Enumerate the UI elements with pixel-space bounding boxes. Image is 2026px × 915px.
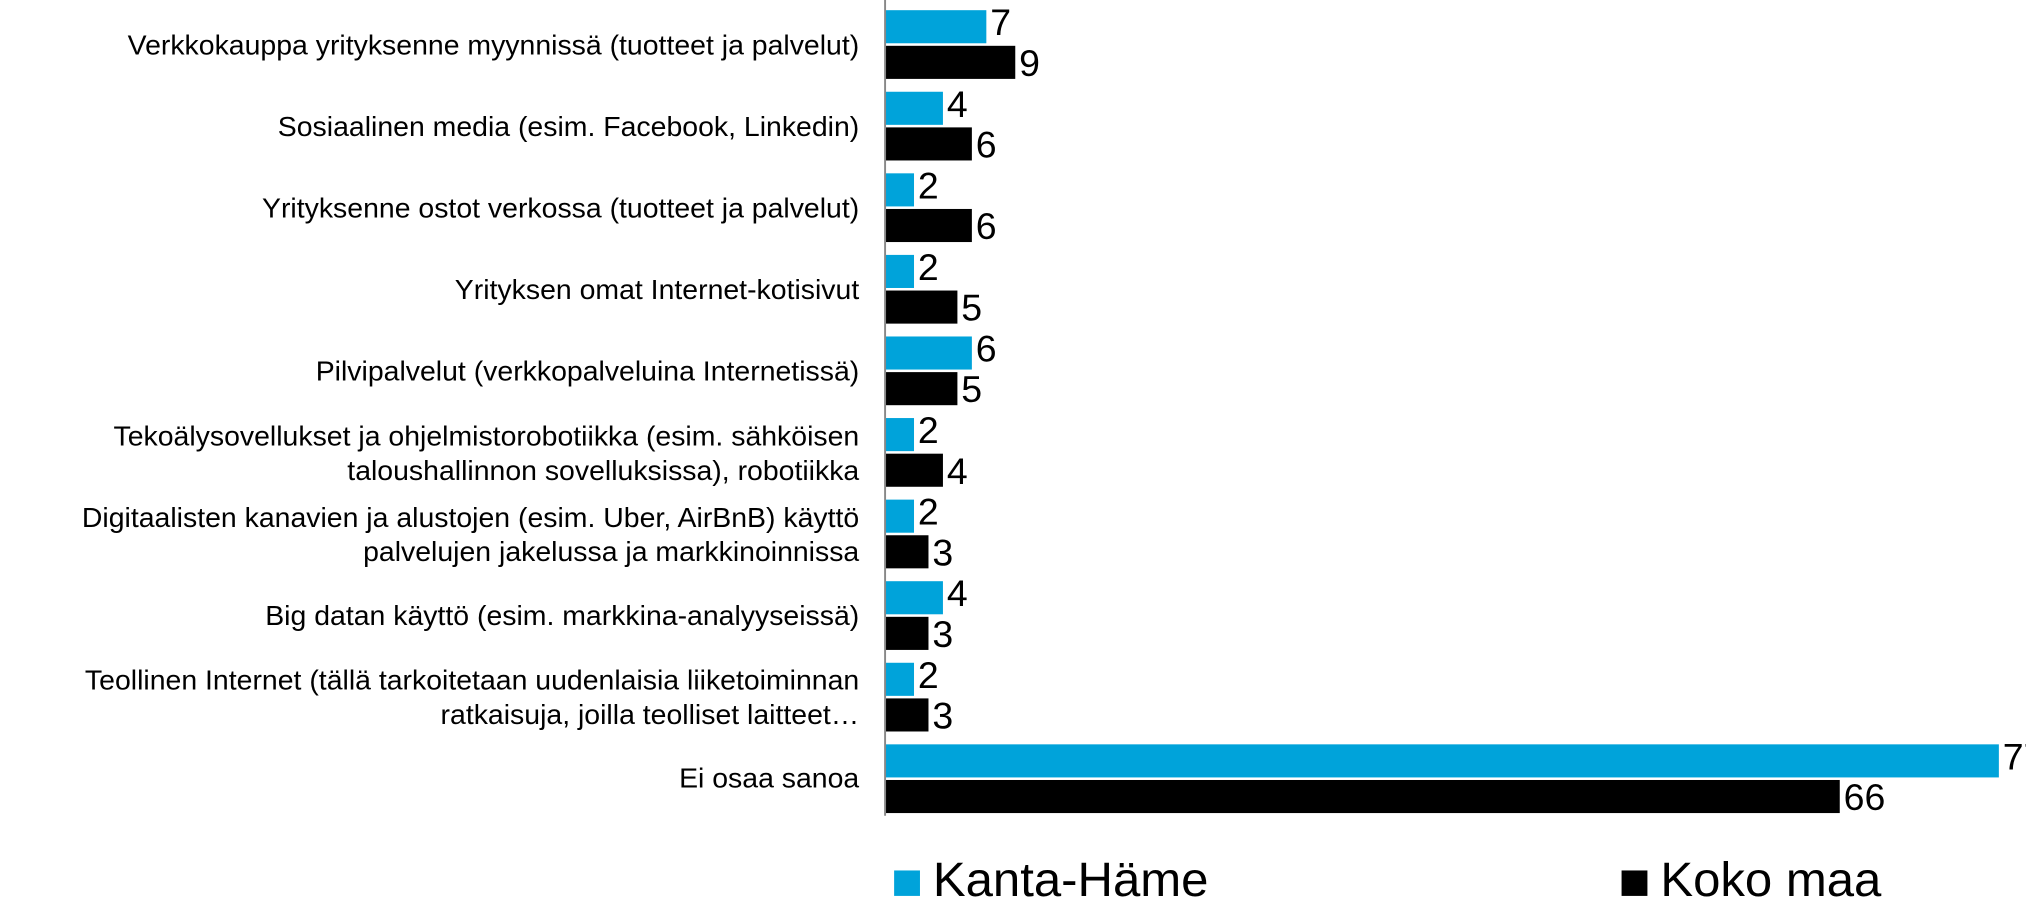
- category-label-box: Yrityksenne ostot verkossa (tuotteet ja …: [261, 191, 860, 224]
- bar: [885, 662, 915, 696]
- category-label-box: Verkkokauppa yrityksenne myynnissä (tuot…: [127, 28, 860, 61]
- value-label: 6: [976, 124, 997, 166]
- category-label-box: Big datan käyttö (esim. markkina-analyys…: [265, 599, 860, 632]
- legend-label: Kanta-Häme: [933, 853, 1209, 907]
- category-label: Ei osaa sanoa: [679, 762, 860, 795]
- bar: [885, 581, 943, 615]
- value-label: 2: [918, 491, 939, 533]
- value-label: 6: [976, 328, 997, 370]
- bar: [885, 372, 958, 406]
- value-label: 4: [947, 83, 968, 125]
- category-label-box: Pilvipalvelut (verkkopalveluina Internet…: [315, 354, 860, 387]
- value-label: 3: [932, 532, 953, 574]
- value-label: 4: [947, 450, 968, 492]
- bar: [885, 779, 1840, 814]
- bar: [885, 453, 943, 487]
- value-label: 3: [932, 613, 953, 655]
- bar: [885, 290, 958, 324]
- value-label: 2: [918, 246, 939, 288]
- bar: [885, 336, 972, 370]
- category-label: Teollinen Internet (tällä tarkoitetaan u…: [84, 664, 860, 731]
- bar: [885, 45, 1016, 79]
- legend-label: Koko maa: [1660, 853, 1882, 907]
- category-label-box: Sosiaalinen media (esim. Facebook, Linke…: [277, 110, 860, 143]
- value-label: 9: [1019, 42, 1040, 84]
- bar: [885, 10, 987, 44]
- category-label-box: Teollinen Internet (tällä tarkoitetaan u…: [84, 664, 860, 731]
- bar: [885, 616, 929, 650]
- category-label-box: Ei osaa sanoa: [679, 762, 860, 795]
- value-label: 5: [961, 287, 982, 329]
- category-label: Tekoälysovellukset ja ohjelmistorobotiik…: [113, 419, 860, 486]
- category-label: Yrityksen omat Internet-kotisivut: [454, 273, 860, 306]
- bar: [885, 173, 915, 207]
- category-label-box: Yrityksen omat Internet-kotisivut: [454, 273, 860, 306]
- bar: [885, 744, 1999, 778]
- bar: [885, 499, 915, 533]
- category-label-box: Digitaalisten kanavien ja alustojen (esi…: [81, 500, 860, 568]
- bar: [885, 535, 929, 569]
- category-label: Digitaalisten kanavien ja alustojen (esi…: [81, 500, 860, 568]
- value-label: 2: [918, 165, 939, 207]
- value-label: 66: [1844, 776, 1886, 818]
- bar: [885, 127, 972, 161]
- value-label: 4: [947, 572, 968, 614]
- value-label: 3: [932, 695, 953, 737]
- value-label: 2: [918, 654, 939, 696]
- value-label: 5: [961, 368, 982, 410]
- category-label: Sosiaalinen media (esim. Facebook, Linke…: [277, 110, 860, 143]
- value-label: 7: [990, 1, 1011, 43]
- value-label: 2: [918, 409, 939, 451]
- category-label: Big datan käyttö (esim. markkina-analyys…: [265, 599, 860, 632]
- legend-swatch: [1621, 870, 1648, 896]
- value-label: 77: [2003, 736, 2026, 778]
- category-label-box: Tekoälysovellukset ja ohjelmistorobotiik…: [113, 419, 860, 486]
- bar: [885, 254, 915, 288]
- bar: [885, 698, 929, 732]
- bar: [885, 91, 943, 125]
- bar: [885, 418, 915, 452]
- category-label: Yrityksenne ostot verkossa (tuotteet ja …: [261, 191, 860, 224]
- bar: [885, 208, 972, 243]
- legend-swatch: [894, 870, 920, 896]
- category-label: Pilvipalvelut (verkkopalveluina Internet…: [315, 354, 860, 387]
- value-label: 6: [976, 205, 997, 247]
- category-label: Verkkokauppa yrityksenne myynnissä (tuot…: [127, 28, 860, 61]
